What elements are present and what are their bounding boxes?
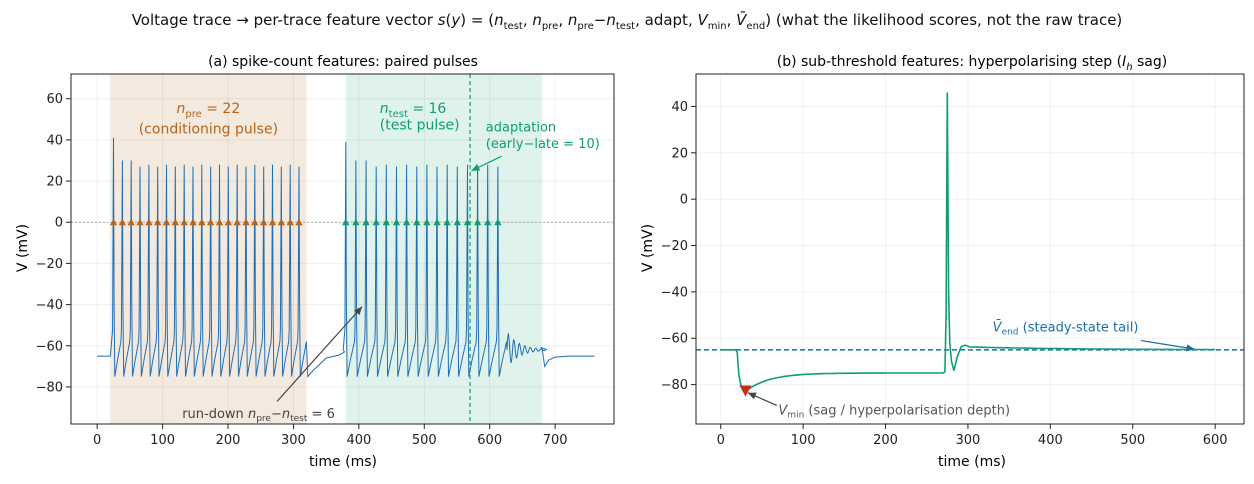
panel-a-ylabel: V (mV) [15, 224, 31, 272]
x-tick-label: 0 [717, 433, 725, 448]
y-tick-label: 20 [46, 175, 63, 190]
y-tick-label: −20 [36, 257, 63, 272]
test-spike-marker [342, 218, 350, 226]
y-tick-label: 40 [671, 100, 688, 115]
y-tick-label: −60 [36, 339, 63, 354]
y-tick-label: −40 [661, 285, 688, 300]
x-tick-label: 600 [1203, 433, 1228, 448]
test-pulse-label: (test pulse) [380, 118, 460, 134]
vmin-marker [739, 385, 752, 397]
test-spike-marker [494, 218, 502, 226]
panel-b-xlabel: time (ms) [938, 454, 1006, 470]
y-tick-label: −40 [36, 298, 63, 313]
y-tick-label: 40 [46, 133, 63, 148]
test-spike-marker [372, 218, 380, 226]
pre-spike-marker [171, 218, 179, 226]
test-spike-marker [413, 218, 421, 226]
y-tick-label: −60 [661, 332, 688, 347]
pre-spike-marker [251, 218, 259, 226]
x-tick-label: 300 [956, 433, 981, 448]
x-tick-label: 0 [93, 433, 101, 448]
pre-spike-marker [295, 218, 303, 226]
x-tick-label: 300 [281, 433, 306, 448]
y-tick-label: −80 [661, 378, 688, 393]
vend-arrow [1140, 339, 1195, 350]
vmin-arrow-head [747, 392, 757, 400]
pre-spike-marker [233, 218, 241, 226]
panel-a: (a) spike-count features: paired pulses … [15, 54, 615, 470]
pre-spike-marker [118, 218, 126, 226]
test-spike-marker [473, 218, 482, 226]
test-spike-marker [463, 218, 472, 226]
y-tick-label: 20 [671, 146, 688, 161]
x-tick-label: 700 [543, 433, 568, 448]
vend-arrow-head [1186, 344, 1195, 352]
panel-b-voltage-trace [720, 92, 1216, 393]
test-count-label: ntest = 16 [380, 101, 447, 120]
pre-spike-marker [162, 218, 171, 226]
x-tick-label: 100 [150, 433, 175, 448]
pre-spike-marker [127, 218, 135, 226]
panel-b: (b) sub-threshold features: hyperpolaris… [640, 54, 1245, 470]
test-pulse-region [345, 74, 543, 424]
x-tick-label: 200 [216, 433, 241, 448]
pre-spike-marker [268, 218, 277, 226]
panel-b-frame [695, 73, 1245, 425]
y-tick-label: 0 [680, 193, 688, 208]
panel-a-xlabel: time (ms) [309, 454, 377, 470]
test-spike-marker [484, 218, 492, 226]
x-tick-label: 400 [346, 433, 371, 448]
test-spike-marker [382, 218, 390, 226]
x-tick-label: 200 [873, 433, 898, 448]
pre-spike-marker [180, 218, 188, 226]
x-tick-label: 500 [1120, 433, 1145, 448]
y-tick-label: −20 [661, 239, 688, 254]
vend-label: V̄end (steady-state tail) [993, 320, 1139, 337]
rundown-arrow [276, 306, 363, 402]
pre-spike-marker [136, 218, 144, 226]
test-spike-marker [362, 218, 370, 226]
pre-spike-marker [154, 218, 162, 226]
panel-a-title: (a) spike-count features: paired pulses [208, 54, 478, 70]
pre-count-label: npre = 22 [177, 101, 241, 120]
figure-title: Voltage trace → per-trace feature vector… [132, 10, 1123, 32]
pre-spike-marker [189, 218, 197, 226]
pre-spike-marker [109, 218, 118, 226]
panel-b-ylabel: V (mV) [640, 224, 656, 272]
x-tick-label: 400 [1038, 433, 1063, 448]
pre-spike-marker [277, 218, 285, 226]
pre-pulse-label: (conditioning pulse) [139, 122, 278, 138]
adaptation-label: adaptation [486, 121, 556, 136]
pre-spike-marker [260, 218, 268, 226]
adaptation-value-label: (early−late = 10) [486, 137, 600, 152]
pre-spike-marker [207, 218, 215, 226]
panel-a-voltage-trace [97, 137, 595, 378]
x-tick-label: 500 [412, 433, 437, 448]
pre-spike-marker [198, 218, 206, 226]
pre-spike-marker [145, 218, 153, 226]
panel-b-title: (b) sub-threshold features: hyperpolaris… [777, 54, 1167, 73]
vmin-label: Vmin (sag / hyperpolarisation depth) [778, 404, 1010, 421]
test-spike-marker [403, 218, 411, 226]
x-tick-label: 600 [477, 433, 502, 448]
rundown-arrow-head [354, 306, 363, 316]
test-spike-marker [433, 218, 441, 226]
pre-spike-marker [224, 218, 232, 226]
adaptation-arrow-head [471, 164, 481, 171]
y-tick-label: 0 [55, 216, 63, 231]
panel-a-frame [70, 73, 615, 425]
pre-spike-marker [242, 218, 250, 226]
x-tick-label: 100 [791, 433, 816, 448]
test-spike-marker [423, 218, 431, 226]
y-tick-label: −80 [36, 380, 63, 395]
pre-spike-marker [215, 218, 224, 226]
test-spike-marker [453, 218, 461, 226]
y-tick-label: 60 [46, 92, 63, 107]
pre-spike-marker [286, 218, 294, 226]
test-spike-marker [392, 218, 401, 226]
rundown-label: run-down npre−ntest = 6 [182, 407, 335, 424]
test-spike-marker [352, 218, 360, 226]
test-spike-marker [443, 218, 451, 226]
